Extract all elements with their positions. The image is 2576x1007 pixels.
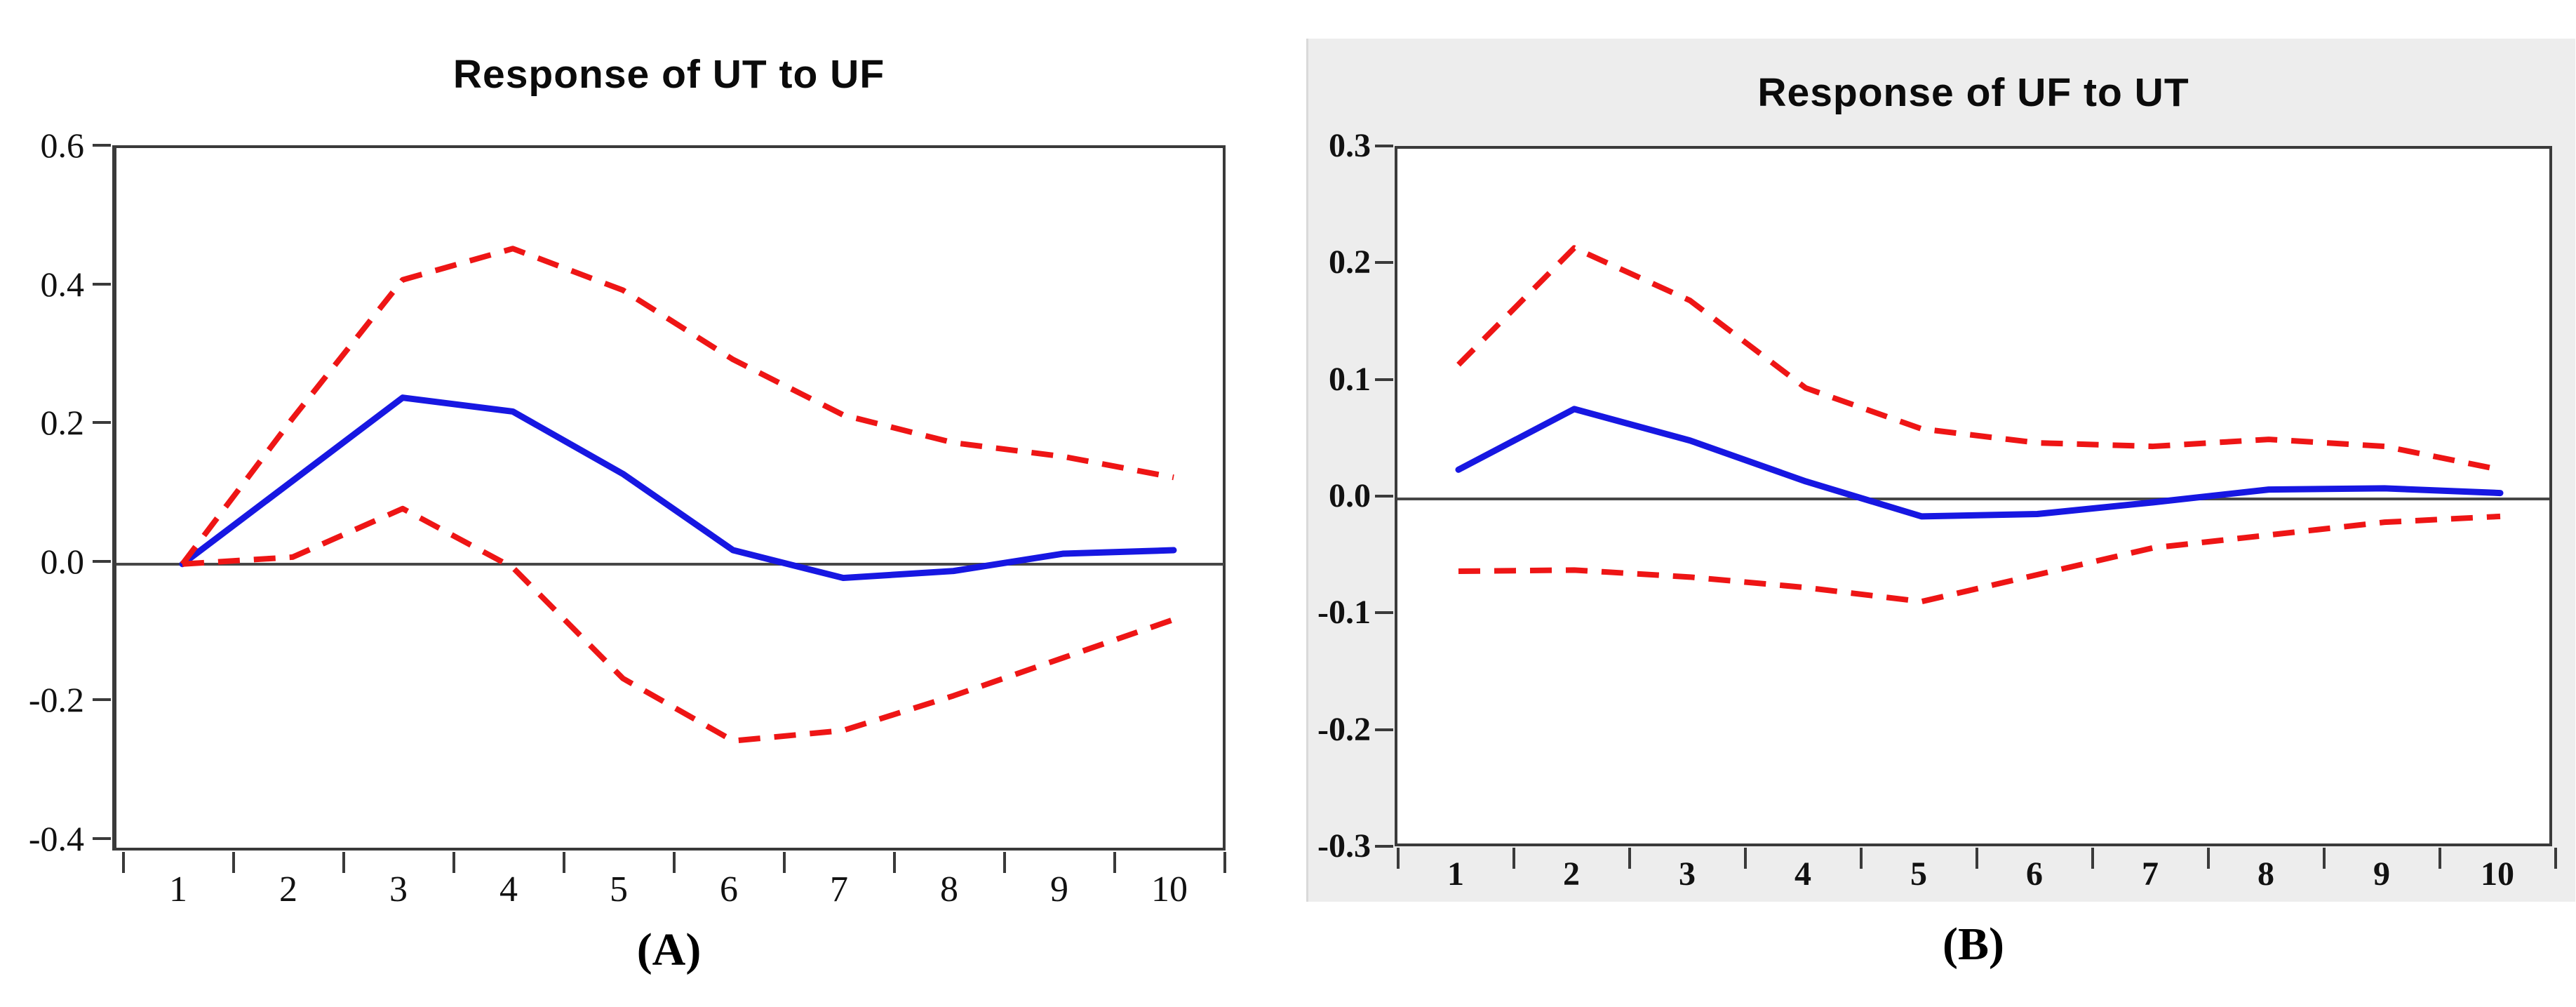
- panel-a-title: Response of UT to UF: [452, 52, 885, 98]
- panel-b-background-frame: [1306, 39, 2575, 902]
- x-axis-tick: [232, 852, 235, 873]
- y-tick-label: -0.4: [28, 819, 84, 858]
- x-axis-tick: [672, 852, 676, 873]
- panel-b-caption: (B): [1943, 919, 2004, 970]
- series-plot-svg: [179, 246, 1177, 744]
- x-tick-label: 5: [610, 869, 628, 909]
- x-axis-tick: [1113, 852, 1116, 873]
- x-tick-label: 8: [940, 869, 958, 909]
- x-tick-label: 3: [389, 869, 408, 909]
- x-axis-tick: [1223, 852, 1226, 873]
- x-axis-tick: [782, 852, 786, 873]
- y-tick-label: 0.2: [40, 403, 85, 443]
- y-axis-tick: [93, 144, 111, 147]
- response-line: [179, 394, 1177, 582]
- x-tick-label: 9: [1050, 869, 1068, 909]
- y-axis-tick: [93, 837, 111, 840]
- x-tick-label: 1: [169, 869, 187, 909]
- zero-reference-line: [116, 562, 1224, 566]
- x-axis-tick: [121, 852, 125, 873]
- y-tick-label: 0.4: [40, 264, 85, 304]
- y-tick-label: 0.0: [40, 541, 85, 581]
- y-axis-tick: [93, 282, 111, 286]
- y-axis-tick: [93, 698, 111, 702]
- y-axis-tick: [93, 559, 111, 563]
- x-tick-label: 6: [720, 869, 738, 909]
- lower_confidence_band-line: [182, 505, 1175, 744]
- x-axis-tick: [452, 852, 455, 873]
- x-tick-label: 2: [279, 869, 297, 909]
- x-axis-tick: [342, 852, 345, 873]
- upper_confidence_band-line: [180, 246, 1174, 566]
- y-tick-label: 0.6: [40, 126, 85, 165]
- x-tick-label: 4: [499, 869, 518, 909]
- x-tick-label: 10: [1151, 869, 1188, 909]
- x-tick-label: 7: [830, 869, 848, 909]
- panel-a-plot-area: [112, 145, 1226, 851]
- x-axis-tick: [562, 852, 565, 873]
- y-tick-label: -0.2: [28, 680, 84, 720]
- x-axis-tick: [892, 852, 896, 873]
- x-axis-tick: [1002, 852, 1006, 873]
- panel-a-caption: (A): [636, 924, 702, 975]
- y-axis-tick: [93, 421, 111, 425]
